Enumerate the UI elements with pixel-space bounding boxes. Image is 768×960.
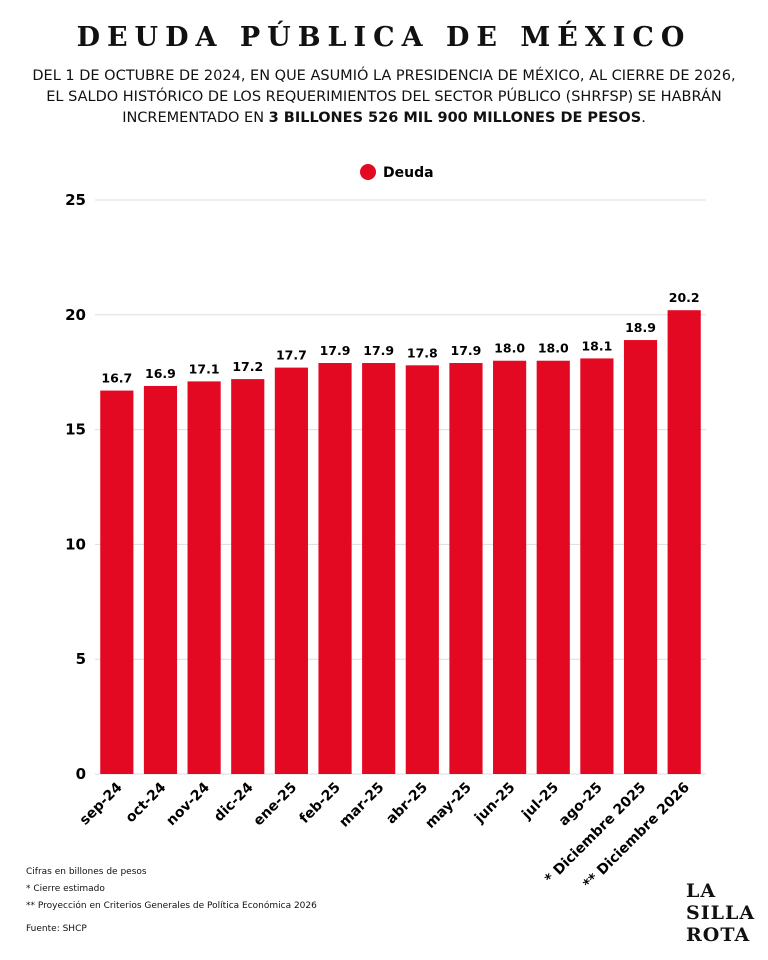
note: * Cierre estimado	[26, 884, 105, 894]
logo-line: SILLA	[686, 902, 756, 924]
x-tick-label: jul-25	[518, 780, 562, 824]
bar	[318, 363, 352, 774]
bar	[100, 390, 134, 774]
value-label: 18.1	[581, 338, 612, 353]
bar	[187, 381, 221, 774]
value-label: 16.7	[101, 371, 132, 386]
subtitle-highlight: 3 BILLONES 526 MIL 900 MILLONES DE PESOS	[268, 110, 642, 126]
value-label: 17.1	[189, 361, 220, 376]
chart-subtitle: DEL 1 DE OCTUBRE DE 2024, EN QUE ASUMIÓ …	[30, 66, 738, 129]
note: ** Proyección en Criterios Generales de …	[26, 901, 317, 911]
value-label: 20.2	[669, 290, 700, 305]
bar	[493, 360, 527, 774]
value-label: 17.8	[407, 345, 438, 360]
y-tick-label: 20	[65, 306, 86, 324]
x-tick-label: mar-25	[336, 780, 387, 831]
y-tick-label: 10	[65, 535, 86, 553]
bar	[580, 358, 614, 774]
legend-marker	[360, 164, 376, 180]
x-tick-label: may-25	[422, 780, 474, 832]
subtitle-end: .	[641, 110, 646, 126]
bar	[667, 310, 701, 774]
y-tick-label: 25	[65, 191, 86, 209]
bar	[143, 385, 178, 774]
x-tick-label: jun-25	[471, 780, 518, 827]
x-tick-label: ene-25	[251, 780, 301, 830]
chart-title: DEUDA PÚBLICA DE MÉXICO	[76, 22, 692, 53]
notes: Cifras en billones de pesos * Cierre est…	[26, 864, 317, 915]
bar	[231, 379, 265, 774]
y-tick-label: 0	[76, 765, 86, 783]
source: Fuente: SHCP	[26, 924, 87, 934]
value-label: 17.9	[451, 343, 482, 358]
bar	[362, 363, 396, 774]
value-label: 17.7	[276, 348, 307, 363]
value-label: 17.2	[232, 359, 263, 374]
x-tick-label: nov-24	[163, 779, 213, 829]
logo-line: ROTA	[686, 924, 751, 946]
legend-label: Deuda	[383, 165, 434, 181]
bar	[536, 360, 570, 774]
value-label: 17.9	[363, 343, 394, 358]
value-label: 18.0	[494, 341, 525, 356]
value-label: 16.9	[145, 366, 176, 381]
bar	[449, 363, 483, 774]
x-tick-label: oct-24	[123, 779, 170, 826]
logo: LA SILLA ROTA	[686, 880, 755, 946]
bar	[274, 367, 308, 774]
bar	[405, 365, 439, 774]
subtitle-text: DEL 1 DE OCTUBRE DE 2024, EN QUE ASUMIÓ …	[32, 68, 736, 126]
bar	[623, 340, 658, 774]
logo-line: LA	[686, 880, 717, 902]
value-label: 18.9	[625, 320, 656, 335]
y-tick-label: 15	[65, 421, 86, 439]
y-tick-label: 5	[76, 650, 86, 668]
note: Cifras en billones de pesos	[26, 867, 147, 877]
x-tick-label: sep-24	[77, 779, 126, 828]
value-label: 18.0	[538, 341, 569, 356]
value-label: 17.9	[320, 343, 351, 358]
